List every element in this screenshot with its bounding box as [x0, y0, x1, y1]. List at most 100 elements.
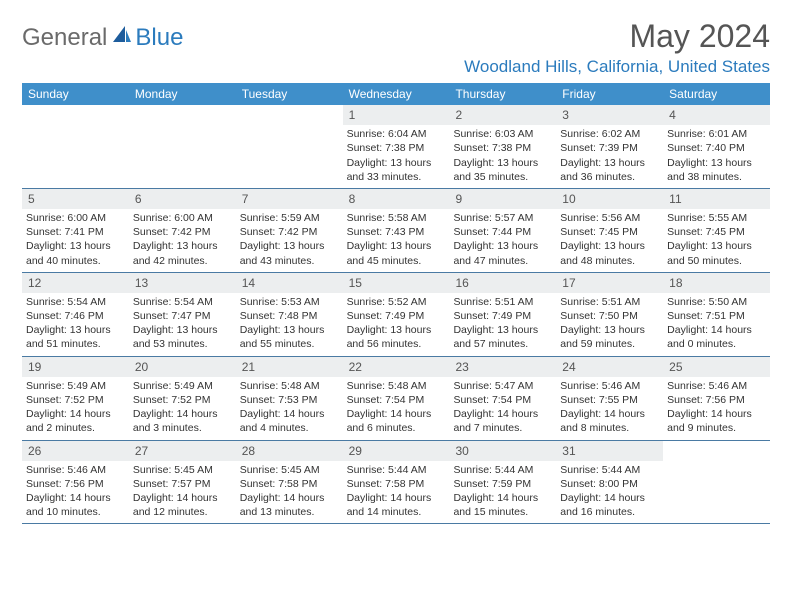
day-cell: 21Sunrise: 5:48 AMSunset: 7:53 PMDayligh… — [236, 357, 343, 440]
sunrise-line: Sunrise: 5:45 AM — [240, 463, 339, 477]
daylight-line: Daylight: 14 hours and 12 minutes. — [133, 491, 232, 519]
sunset-line: Sunset: 7:42 PM — [133, 225, 232, 239]
sunrise-line: Sunrise: 6:00 AM — [133, 211, 232, 225]
day-number: 11 — [663, 189, 770, 209]
day-body: Sunrise: 5:56 AMSunset: 7:45 PMDaylight:… — [556, 211, 663, 272]
daylight-line: Daylight: 13 hours and 48 minutes. — [560, 239, 659, 267]
day-body: Sunrise: 6:00 AMSunset: 7:42 PMDaylight:… — [129, 211, 236, 272]
daylight-line: Daylight: 13 hours and 33 minutes. — [347, 156, 446, 184]
day-cell: 20Sunrise: 5:49 AMSunset: 7:52 PMDayligh… — [129, 357, 236, 440]
sunrise-line: Sunrise: 5:53 AM — [240, 295, 339, 309]
weekday-header: Sunday — [22, 83, 129, 105]
week-row: 5Sunrise: 6:00 AMSunset: 7:41 PMDaylight… — [22, 189, 770, 273]
daylight-line: Daylight: 13 hours and 55 minutes. — [240, 323, 339, 351]
sunset-line: Sunset: 7:57 PM — [133, 477, 232, 491]
day-body: Sunrise: 5:54 AMSunset: 7:47 PMDaylight:… — [129, 295, 236, 356]
location: Woodland Hills, California, United State… — [464, 57, 770, 77]
sunrise-line: Sunrise: 5:50 AM — [667, 295, 766, 309]
day-number: 17 — [556, 273, 663, 293]
day-cell: 25Sunrise: 5:46 AMSunset: 7:56 PMDayligh… — [663, 357, 770, 440]
sunset-line: Sunset: 7:38 PM — [453, 141, 552, 155]
day-cell: 18Sunrise: 5:50 AMSunset: 7:51 PMDayligh… — [663, 273, 770, 356]
daylight-line: Daylight: 13 hours and 38 minutes. — [667, 156, 766, 184]
sunrise-line: Sunrise: 5:45 AM — [133, 463, 232, 477]
logo-text-blue: Blue — [135, 24, 183, 52]
day-body: Sunrise: 6:02 AMSunset: 7:39 PMDaylight:… — [556, 127, 663, 188]
day-number: 26 — [22, 441, 129, 461]
daylight-line: Daylight: 13 hours and 57 minutes. — [453, 323, 552, 351]
sunrise-line: Sunrise: 6:03 AM — [453, 127, 552, 141]
sunrise-line: Sunrise: 5:56 AM — [560, 211, 659, 225]
sunset-line: Sunset: 7:38 PM — [347, 141, 446, 155]
daylight-line: Daylight: 14 hours and 3 minutes. — [133, 407, 232, 435]
daylight-line: Daylight: 13 hours and 50 minutes. — [667, 239, 766, 267]
daylight-line: Daylight: 14 hours and 10 minutes. — [26, 491, 125, 519]
sunset-line: Sunset: 7:49 PM — [347, 309, 446, 323]
sunset-line: Sunset: 7:40 PM — [667, 141, 766, 155]
sunrise-line: Sunrise: 6:02 AM — [560, 127, 659, 141]
day-cell: 16Sunrise: 5:51 AMSunset: 7:49 PMDayligh… — [449, 273, 556, 356]
day-number: 22 — [343, 357, 450, 377]
month-title: May 2024 — [464, 18, 770, 55]
logo: General Blue — [22, 24, 183, 52]
sunset-line: Sunset: 7:48 PM — [240, 309, 339, 323]
day-cell — [663, 441, 770, 524]
day-cell: 13Sunrise: 5:54 AMSunset: 7:47 PMDayligh… — [129, 273, 236, 356]
daylight-line: Daylight: 14 hours and 0 minutes. — [667, 323, 766, 351]
day-body: Sunrise: 5:58 AMSunset: 7:43 PMDaylight:… — [343, 211, 450, 272]
sunrise-line: Sunrise: 5:47 AM — [453, 379, 552, 393]
logo-sail-icon — [111, 24, 133, 49]
day-body: Sunrise: 5:59 AMSunset: 7:42 PMDaylight:… — [236, 211, 343, 272]
day-number: 23 — [449, 357, 556, 377]
daylight-line: Daylight: 14 hours and 14 minutes. — [347, 491, 446, 519]
sunset-line: Sunset: 7:54 PM — [453, 393, 552, 407]
day-cell: 26Sunrise: 5:46 AMSunset: 7:56 PMDayligh… — [22, 441, 129, 524]
day-number: 29 — [343, 441, 450, 461]
sunrise-line: Sunrise: 5:46 AM — [26, 463, 125, 477]
day-body: Sunrise: 5:44 AMSunset: 7:58 PMDaylight:… — [343, 463, 450, 524]
sunset-line: Sunset: 7:52 PM — [26, 393, 125, 407]
daylight-line: Daylight: 13 hours and 40 minutes. — [26, 239, 125, 267]
sunset-line: Sunset: 7:54 PM — [347, 393, 446, 407]
logo-text-general: General — [22, 24, 107, 52]
daylight-line: Daylight: 14 hours and 15 minutes. — [453, 491, 552, 519]
day-body: Sunrise: 5:54 AMSunset: 7:46 PMDaylight:… — [22, 295, 129, 356]
day-body: Sunrise: 5:52 AMSunset: 7:49 PMDaylight:… — [343, 295, 450, 356]
day-body: Sunrise: 5:49 AMSunset: 7:52 PMDaylight:… — [129, 379, 236, 440]
daylight-line: Daylight: 14 hours and 7 minutes. — [453, 407, 552, 435]
sunrise-line: Sunrise: 5:51 AM — [560, 295, 659, 309]
day-cell: 9Sunrise: 5:57 AMSunset: 7:44 PMDaylight… — [449, 189, 556, 272]
day-cell: 2Sunrise: 6:03 AMSunset: 7:38 PMDaylight… — [449, 105, 556, 188]
sunrise-line: Sunrise: 5:58 AM — [347, 211, 446, 225]
sunset-line: Sunset: 7:42 PM — [240, 225, 339, 239]
sunset-line: Sunset: 7:55 PM — [560, 393, 659, 407]
sunrise-line: Sunrise: 5:48 AM — [347, 379, 446, 393]
day-cell: 4Sunrise: 6:01 AMSunset: 7:40 PMDaylight… — [663, 105, 770, 188]
day-cell: 8Sunrise: 5:58 AMSunset: 7:43 PMDaylight… — [343, 189, 450, 272]
day-cell: 1 Sunrise: 6:04 AMSunset: 7:38 PMDaylight… — [343, 105, 450, 188]
sunrise-line: Sunrise: 5:59 AM — [240, 211, 339, 225]
day-number: 9 — [449, 189, 556, 209]
day-number: 4 — [663, 105, 770, 125]
sunrise-line: Sunrise: 6:04 AM — [347, 127, 446, 141]
sunset-line: Sunset: 7:50 PM — [560, 309, 659, 323]
sunrise-line: Sunrise: 5:51 AM — [453, 295, 552, 309]
day-number: 5 — [22, 189, 129, 209]
day-cell: 17Sunrise: 5:51 AMSunset: 7:50 PMDayligh… — [556, 273, 663, 356]
day-number: 1 — [343, 105, 450, 125]
sunrise-line: Sunrise: 5:46 AM — [560, 379, 659, 393]
calendar-body: 1Sunrise: 6:04 AMSunset: 7:38 PMDaylight… — [22, 105, 770, 524]
daylight-line: Daylight: 13 hours and 36 minutes. — [560, 156, 659, 184]
day-number: 3 — [556, 105, 663, 125]
day-cell — [236, 105, 343, 188]
day-body: Sunrise: 6:03 AMSunset: 7:38 PMDaylight:… — [449, 127, 556, 188]
day-body: Sunrise: 5:51 AMSunset: 7:49 PMDaylight:… — [449, 295, 556, 356]
sunrise-line: Sunrise: 5:55 AM — [667, 211, 766, 225]
daylight-line: Daylight: 14 hours and 9 minutes. — [667, 407, 766, 435]
day-number: 16 — [449, 273, 556, 293]
sunrise-line: Sunrise: 5:48 AM — [240, 379, 339, 393]
day-body: Sunrise: 5:46 AMSunset: 7:55 PMDaylight:… — [556, 379, 663, 440]
weekday-header: Friday — [556, 83, 663, 105]
sunrise-line: Sunrise: 5:57 AM — [453, 211, 552, 225]
day-number: 20 — [129, 357, 236, 377]
